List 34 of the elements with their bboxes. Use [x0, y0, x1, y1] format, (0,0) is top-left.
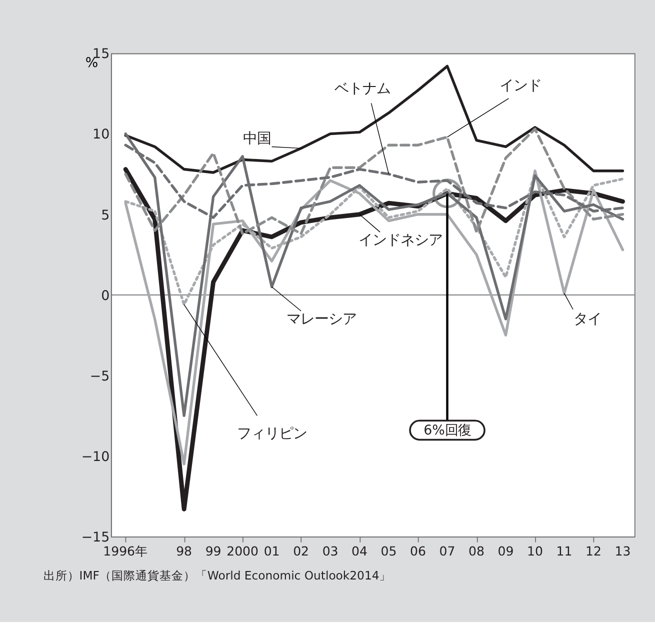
x-tick-label: 05 — [380, 543, 397, 558]
x-tick-label: 01 — [264, 543, 280, 558]
x-tick-label: 06 — [410, 543, 426, 558]
y-tick-label: −10 — [81, 450, 110, 465]
y-tick-label: −15 — [81, 530, 110, 546]
x-tick-label: 04 — [352, 543, 368, 558]
x-tick-label: 09 — [498, 543, 514, 558]
y-tick-label: 10 — [92, 128, 110, 143]
x-tick-label: 03 — [322, 543, 338, 558]
x-tick-label: 2000 — [226, 543, 259, 558]
x-tick-label: 99 — [205, 543, 222, 558]
x-tick-label: 11 — [556, 543, 572, 558]
y-tick-label: 0 — [101, 288, 110, 304]
x-tick-label: 10 — [527, 543, 543, 558]
x-tick-label: 08 — [468, 543, 484, 558]
annotation: 6%回復 — [424, 424, 471, 439]
text: マレーシア — [286, 312, 357, 328]
x-tick-label: 98 — [176, 543, 192, 558]
line-series — [124, 64, 624, 174]
x-tick-label: 13 — [614, 543, 631, 558]
x-tick-label: 07 — [439, 543, 456, 558]
x-tick-label: 02 — [293, 543, 310, 558]
series-label: インドネシア — [358, 232, 442, 249]
text: フィリピン — [236, 426, 307, 442]
series-label: 中国 — [243, 131, 272, 148]
x-tick-label: 1996年 — [103, 543, 148, 558]
y-tick-label: 5 — [101, 208, 110, 224]
series-label: タイ — [574, 312, 602, 328]
text: インド — [499, 78, 542, 94]
line-series — [124, 128, 624, 236]
text: 出所）IMF（国際通貨基金）「World Economic Outlook2014」 — [43, 568, 392, 582]
x-tick-label: 12 — [586, 543, 602, 558]
y-tick-label: −5 — [90, 369, 110, 384]
text: ベトナム — [334, 81, 390, 98]
